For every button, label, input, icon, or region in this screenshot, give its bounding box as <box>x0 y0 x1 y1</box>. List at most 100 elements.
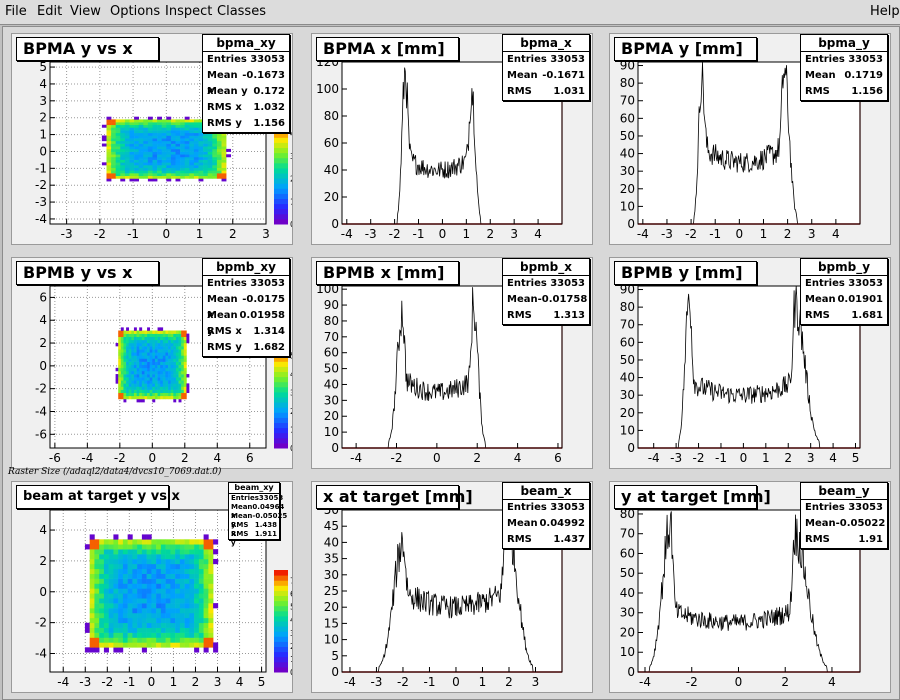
y-tick-label: 0 <box>39 359 47 373</box>
pad-beam_x[interactable]: -4 -3 -2 -1 0 1 2 3 0 5 10 15 20 25 30 35 40 45 50 x at tar… <box>311 481 593 693</box>
heatmap-cell <box>181 355 185 359</box>
heatmap-cell <box>208 588 214 594</box>
heatmap-cell <box>184 593 190 599</box>
heatmap-cell <box>106 135 112 139</box>
heatmap-cell <box>216 132 222 136</box>
pad-bpmb_x[interactable]: -4 -2 0 2 4 6 0 10 20 30 40 50 60 70 80 90 100 BPMB x [mm… <box>311 257 593 469</box>
heatmap-cell <box>146 598 152 604</box>
heatmap-cell <box>115 162 121 166</box>
heatmap-cell <box>165 352 169 356</box>
heatmap-cell <box>89 588 95 594</box>
y-tick-label: 30 <box>620 388 635 402</box>
x-tick-label: 0 <box>162 227 170 241</box>
heatmap-cell <box>115 154 121 158</box>
heatmap-cell <box>170 127 176 131</box>
x-tick-label: 0 <box>439 227 447 241</box>
menu-classes[interactable]: Classes <box>217 4 266 19</box>
heatmap-cell <box>216 143 222 147</box>
heatmap-cell <box>128 389 132 394</box>
y-tick-label: 80 <box>620 76 635 90</box>
heatmap-cell <box>115 165 121 168</box>
pad-bpma_y[interactable]: -4 -3 -2 -1 0 1 2 3 4 0 10 20 30 40 50 60 70 80 90 BPMA y [… <box>609 33 891 245</box>
heatmap-cell <box>165 593 171 599</box>
heatmap-cell <box>165 568 171 574</box>
heatmap-cell <box>147 346 150 350</box>
x-tick-label: 3 <box>807 451 815 465</box>
menu-file[interactable]: File <box>5 4 27 19</box>
heatmap-cell <box>166 165 172 168</box>
heatmap-cell <box>152 127 158 131</box>
heatmap-cell <box>162 389 166 394</box>
menu-options[interactable]: Options <box>110 4 161 19</box>
heatmap-cell <box>124 127 130 131</box>
x-tick-label: -4 <box>341 227 353 241</box>
heatmap-cell <box>141 578 147 584</box>
heatmap-cell <box>175 608 181 614</box>
heatmap-cell <box>134 170 140 174</box>
heatmap-cell <box>168 386 171 390</box>
heatmap-cell <box>120 361 124 366</box>
heatmap-cell <box>198 175 204 179</box>
menu-help[interactable]: Help <box>870 4 900 19</box>
heatmap-cell <box>208 627 214 633</box>
heatmap-cell <box>120 165 126 168</box>
heatmap-cell <box>184 554 190 560</box>
menu-view[interactable]: View <box>70 4 101 19</box>
heatmap-cell <box>115 124 121 128</box>
heatmap-cell <box>132 568 138 574</box>
heatmap-cell <box>181 377 185 381</box>
heatmap-cell <box>118 392 122 397</box>
heatmap-cell <box>146 632 152 638</box>
pad-bpmb_y[interactable]: -4 -3 -2 -1 0 1 2 3 4 5 0 10 20 30 40 50 60 70 80 90 BPMB y … <box>609 257 891 469</box>
heatmap-cell <box>189 578 195 584</box>
heatmap-cell <box>128 392 132 397</box>
heatmap-cell <box>147 138 153 142</box>
pad-beam_y[interactable]: -4 -2 0 2 4 0 10 20 30 40 50 60 70 80 y at target [mm]… <box>609 481 891 693</box>
heatmap-cell <box>175 330 179 334</box>
heatmap-cell <box>89 622 95 628</box>
heatmap-cell <box>152 138 158 142</box>
heatmap-cell <box>129 124 135 128</box>
heatmap-cell <box>189 148 195 152</box>
heatmap-cell <box>143 162 149 166</box>
heatmap-cell <box>152 175 158 179</box>
heatmap-cell <box>147 135 153 139</box>
heatmap-cell <box>120 140 126 144</box>
stats-key: Mean y <box>207 86 248 97</box>
heatmap-cell <box>168 367 171 372</box>
x-tick-label: 2 <box>505 675 513 689</box>
heatmap-cell <box>127 603 133 609</box>
menu-inspect[interactable]: Inspect <box>165 4 213 19</box>
heatmap-cell <box>132 622 138 628</box>
heatmap-cell <box>111 167 116 171</box>
heatmap-cell <box>144 374 148 378</box>
stats-name: bpmb_xy <box>203 259 289 276</box>
heatmap-cell <box>108 558 114 565</box>
heatmap-cell <box>175 588 181 594</box>
stats-value: -0.05022 <box>835 518 886 529</box>
stats-row: RMS x 1.032 <box>203 100 289 116</box>
heatmap-cell <box>162 339 166 344</box>
heatmap-cell <box>113 603 119 609</box>
heatmap-cell <box>120 175 126 179</box>
heatmap-cell <box>203 583 209 589</box>
heatmap-cell <box>126 342 130 347</box>
color-bar-segment <box>274 590 288 596</box>
heatmap-cell <box>115 140 121 144</box>
menu-edit[interactable]: Edit <box>37 4 63 19</box>
heatmap-cell <box>141 549 147 555</box>
pad-beam_xy[interactable]: 010203040506070-4-3-2-1012345-4-2024beam… <box>11 481 293 693</box>
heatmap-cell <box>179 578 185 584</box>
heatmap-cell <box>141 370 145 375</box>
heatmap-cell <box>208 612 214 619</box>
heatmap-cell <box>141 563 147 570</box>
color-bar-tick-label: 10 <box>290 425 292 434</box>
x-tick-label: -2 <box>391 451 403 465</box>
heatmap-cell <box>113 647 119 653</box>
heatmap-cell <box>175 392 179 397</box>
pad-bpma_x[interactable]: -4 -3 -2 -1 0 1 2 3 4 0 20 40 60 80 100 120 BPMA x [mm] b… <box>311 33 593 245</box>
heatmap-cell <box>166 178 172 182</box>
